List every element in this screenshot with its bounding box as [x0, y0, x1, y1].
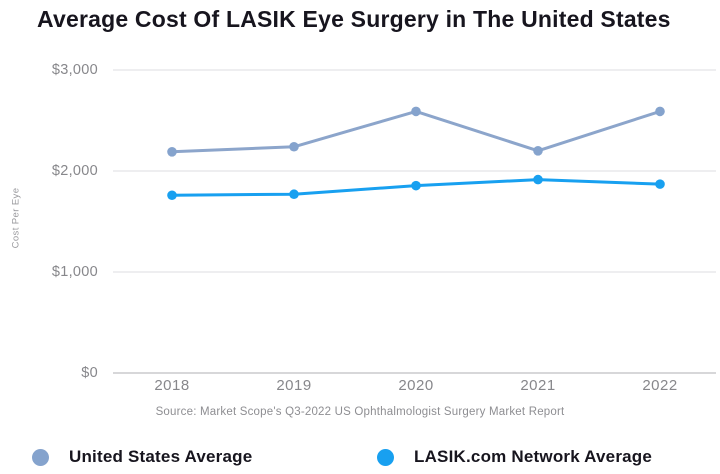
x-tick-label: 2020	[398, 377, 434, 394]
x-tick-label: 2022	[642, 377, 678, 394]
legend-swatch-us-average	[32, 448, 49, 466]
legend-item-lasik-network-average: LASIK.com Network Average	[377, 444, 652, 470]
chart-title: Average Cost Of LASIK Eye Surgery in The…	[37, 6, 671, 32]
legend-item-united-states-average: United States Average	[32, 444, 252, 470]
data-point-marker	[411, 106, 421, 117]
data-point-marker	[655, 179, 665, 189]
y-tick-label: $3,000	[51, 62, 98, 78]
data-point-marker	[289, 189, 299, 200]
y-tick-label: $1,000	[51, 264, 98, 280]
y-tick-label: $0	[81, 365, 98, 381]
y-axis-label: Cost Per Eye	[10, 187, 22, 249]
data-point-marker	[533, 174, 543, 185]
series-line	[170, 109, 662, 154]
x-tick-label: 2018	[154, 377, 190, 394]
x-tick-label: 2021	[520, 377, 556, 394]
data-point-marker	[533, 146, 543, 156]
data-point-marker	[655, 106, 665, 117]
legend-label: LASIK.com Network Average	[414, 447, 653, 466]
legend-swatch-network-average	[377, 448, 394, 466]
data-point-marker	[411, 180, 421, 191]
data-point-marker	[167, 190, 177, 201]
legend-label: United States Average	[69, 447, 253, 466]
data-point-marker	[289, 141, 299, 152]
source-note: Source: Market Scope's Q3-2022 US Ophtha…	[155, 406, 565, 418]
data-point-marker	[167, 147, 177, 157]
x-tick-label: 2019	[276, 377, 312, 394]
y-tick-label: $2,000	[51, 163, 98, 179]
